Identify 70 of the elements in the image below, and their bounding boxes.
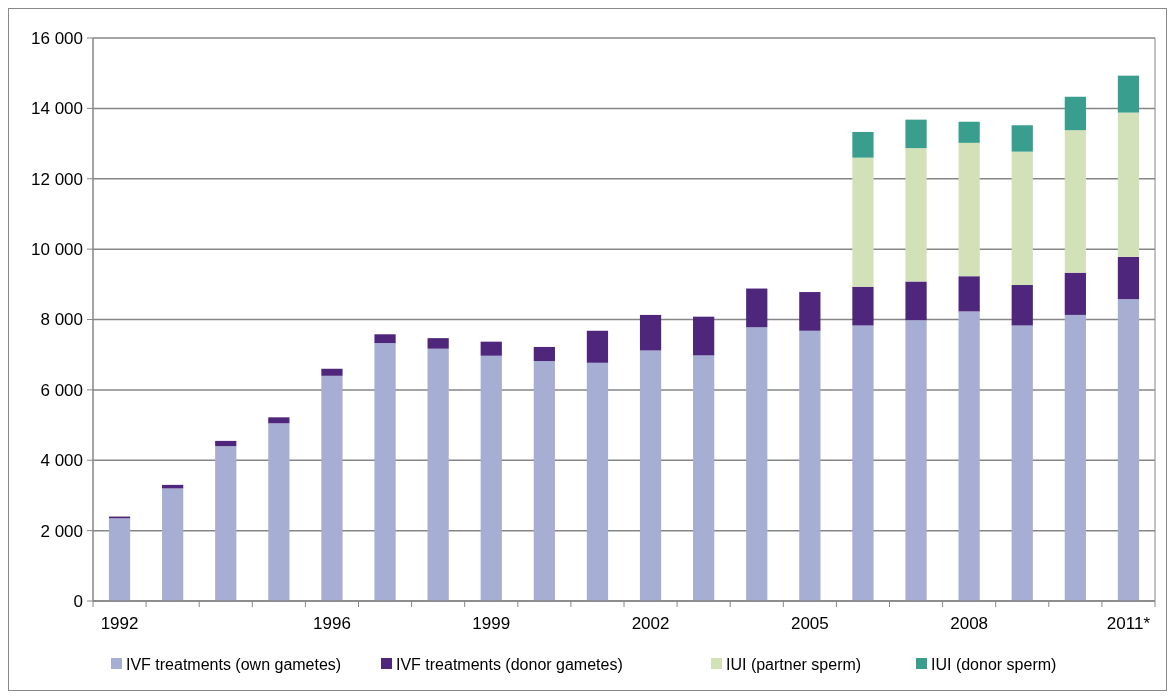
bar xyxy=(268,417,290,424)
x-tick-label: 2005 xyxy=(790,614,829,633)
bar xyxy=(958,276,980,312)
bar xyxy=(693,316,715,356)
bar xyxy=(1011,325,1033,601)
bar xyxy=(321,375,343,601)
y-tick-label: 16 000 xyxy=(31,28,83,48)
y-tick-label: 10 000 xyxy=(31,240,83,260)
y-tick-label: 6 000 xyxy=(40,380,83,400)
bar xyxy=(215,440,237,447)
bar xyxy=(480,355,502,601)
bar xyxy=(480,341,502,356)
y-tick-label: 12 000 xyxy=(31,169,83,189)
bar xyxy=(639,350,662,601)
bar xyxy=(1011,285,1033,326)
x-tick-label: 1992 xyxy=(100,614,139,633)
bar xyxy=(374,334,396,344)
y-tick-label: 2 000 xyxy=(40,521,83,541)
bar xyxy=(1064,130,1086,273)
bar xyxy=(1064,272,1086,315)
legend-label: IUI (donor sperm) xyxy=(931,655,1057,673)
bar xyxy=(586,362,609,601)
y-tick-label: 8 000 xyxy=(40,310,83,330)
bar xyxy=(746,288,768,328)
bar xyxy=(215,446,237,601)
legend-label: IUI (partner sperm) xyxy=(726,655,862,673)
bar xyxy=(799,330,821,601)
bar xyxy=(427,348,449,601)
x-tick-label: 1999 xyxy=(472,614,511,633)
bar xyxy=(799,292,821,331)
bar xyxy=(427,338,449,349)
y-tick-label: 0 xyxy=(73,591,83,611)
bar xyxy=(693,355,715,601)
bar xyxy=(1064,314,1086,601)
bar xyxy=(958,311,980,601)
bar xyxy=(905,119,927,149)
bar xyxy=(586,330,609,363)
bar xyxy=(958,121,980,143)
x-tick-label: 1996 xyxy=(313,614,351,633)
x-tick-label: 2002 xyxy=(631,614,670,633)
y-tick-label: 14 000 xyxy=(31,99,83,119)
bar xyxy=(108,518,131,601)
bar xyxy=(1117,299,1140,601)
bar xyxy=(533,361,555,601)
bar xyxy=(746,327,768,601)
bar xyxy=(852,325,874,601)
bar xyxy=(905,281,927,321)
bar xyxy=(852,131,874,158)
bar xyxy=(958,142,980,277)
bar xyxy=(268,423,290,601)
bar xyxy=(533,346,555,362)
bar xyxy=(1011,125,1033,152)
legend-label: IVF treatments (donor gametes) xyxy=(396,655,623,673)
bar xyxy=(1117,112,1140,257)
bar xyxy=(852,157,874,287)
x-tick-label: 2011* xyxy=(1106,614,1151,633)
bar xyxy=(905,320,927,601)
legend-label: IVF treatments (own gametes) xyxy=(126,655,342,673)
x-tick-label: 2008 xyxy=(950,614,989,633)
bar xyxy=(1117,75,1140,113)
bar xyxy=(1011,151,1033,286)
bar xyxy=(639,314,662,351)
bar xyxy=(852,286,874,326)
bar xyxy=(1117,256,1140,300)
bar xyxy=(162,488,184,601)
bar xyxy=(374,343,396,601)
bar xyxy=(321,368,343,376)
bar xyxy=(905,148,927,282)
y-tick-label: 4 000 xyxy=(40,451,83,471)
bar xyxy=(1064,96,1086,131)
